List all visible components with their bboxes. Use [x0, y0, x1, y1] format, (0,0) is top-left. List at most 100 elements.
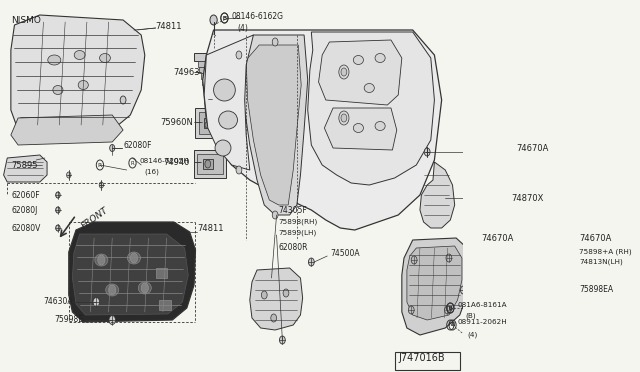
Ellipse shape — [78, 80, 88, 90]
Polygon shape — [4, 155, 47, 182]
Text: 75898(RH): 75898(RH) — [279, 219, 318, 225]
Ellipse shape — [100, 54, 111, 62]
Text: 74940: 74940 — [163, 157, 189, 167]
Polygon shape — [407, 246, 462, 320]
Bar — [159, 300, 171, 310]
Text: (4): (4) — [467, 332, 477, 338]
Text: 75998E: 75998E — [54, 315, 83, 324]
Text: 62080F: 62080F — [123, 141, 152, 150]
Bar — [198, 61, 221, 67]
Ellipse shape — [214, 79, 236, 101]
Text: 08911-2062H: 08911-2062H — [458, 319, 508, 325]
Ellipse shape — [364, 83, 374, 93]
Ellipse shape — [95, 254, 108, 266]
Text: B: B — [449, 305, 452, 311]
Circle shape — [109, 315, 115, 324]
Circle shape — [131, 253, 138, 263]
Text: B: B — [449, 305, 452, 311]
Circle shape — [412, 256, 417, 264]
Text: 75895: 75895 — [12, 160, 38, 170]
Bar — [204, 85, 215, 91]
Bar — [395, 352, 460, 370]
Text: 74811: 74811 — [156, 22, 182, 31]
Polygon shape — [243, 35, 308, 215]
Circle shape — [205, 122, 209, 128]
Polygon shape — [324, 108, 397, 150]
Bar — [195, 108, 227, 138]
Polygon shape — [250, 268, 303, 330]
Bar — [199, 112, 224, 134]
Text: 74963: 74963 — [174, 67, 200, 77]
Ellipse shape — [138, 282, 151, 294]
Circle shape — [109, 285, 116, 295]
Text: N: N — [450, 323, 455, 327]
Circle shape — [424, 148, 430, 156]
Ellipse shape — [106, 284, 119, 296]
Text: 74500A: 74500A — [330, 248, 360, 257]
Circle shape — [56, 207, 60, 213]
Circle shape — [339, 65, 349, 79]
Polygon shape — [319, 40, 402, 105]
Circle shape — [408, 306, 414, 314]
Circle shape — [272, 211, 278, 219]
Text: R: R — [131, 160, 134, 166]
Circle shape — [341, 68, 347, 76]
Text: J747016B: J747016B — [398, 353, 445, 363]
Circle shape — [120, 96, 126, 104]
Bar — [199, 67, 220, 73]
Circle shape — [56, 192, 60, 198]
Text: 75898EA: 75898EA — [579, 285, 613, 295]
Ellipse shape — [353, 124, 364, 132]
Circle shape — [99, 182, 104, 188]
Circle shape — [280, 336, 285, 344]
Circle shape — [236, 166, 242, 174]
Ellipse shape — [53, 86, 63, 94]
Text: 62080J: 62080J — [12, 205, 38, 215]
Text: 74870X: 74870X — [511, 193, 543, 202]
Bar — [204, 118, 210, 128]
Text: 62060F: 62060F — [12, 190, 40, 199]
Bar — [202, 79, 216, 85]
Text: FRONT: FRONT — [79, 205, 110, 231]
Text: 08146-6162G: 08146-6162G — [232, 12, 284, 20]
Circle shape — [271, 314, 276, 322]
Polygon shape — [204, 35, 253, 170]
Text: 62080R: 62080R — [279, 244, 308, 253]
Text: 74670A: 74670A — [579, 234, 612, 243]
Circle shape — [272, 38, 278, 46]
Ellipse shape — [375, 54, 385, 62]
Text: 75960N: 75960N — [161, 118, 194, 126]
Ellipse shape — [74, 51, 85, 60]
Bar — [203, 159, 213, 169]
Circle shape — [210, 15, 217, 25]
Circle shape — [98, 255, 105, 265]
Bar — [194, 53, 225, 61]
Ellipse shape — [215, 140, 231, 156]
Polygon shape — [203, 30, 442, 230]
Text: B: B — [223, 16, 227, 20]
Circle shape — [445, 306, 451, 314]
Text: NISMO: NISMO — [12, 16, 42, 25]
Polygon shape — [402, 238, 469, 335]
Text: 75898+A (RH): 75898+A (RH) — [579, 249, 632, 255]
Text: 74813N(LH): 74813N(LH) — [579, 259, 623, 265]
Text: 74630A: 74630A — [44, 298, 73, 307]
Text: R: R — [98, 163, 102, 167]
Text: 74811: 74811 — [198, 224, 224, 232]
Text: 74305F: 74305F — [279, 205, 307, 215]
Ellipse shape — [219, 111, 237, 129]
Bar — [194, 150, 226, 178]
Circle shape — [109, 144, 115, 151]
Text: (4): (4) — [237, 23, 248, 32]
Circle shape — [339, 111, 349, 125]
Circle shape — [205, 93, 213, 103]
Circle shape — [236, 51, 242, 59]
Ellipse shape — [127, 252, 140, 264]
Text: N: N — [448, 323, 452, 327]
Bar — [200, 73, 218, 79]
Circle shape — [446, 254, 452, 262]
Text: 74670A: 74670A — [516, 144, 548, 153]
Text: B: B — [222, 16, 227, 20]
Ellipse shape — [48, 55, 61, 65]
Text: (16): (16) — [145, 169, 159, 175]
